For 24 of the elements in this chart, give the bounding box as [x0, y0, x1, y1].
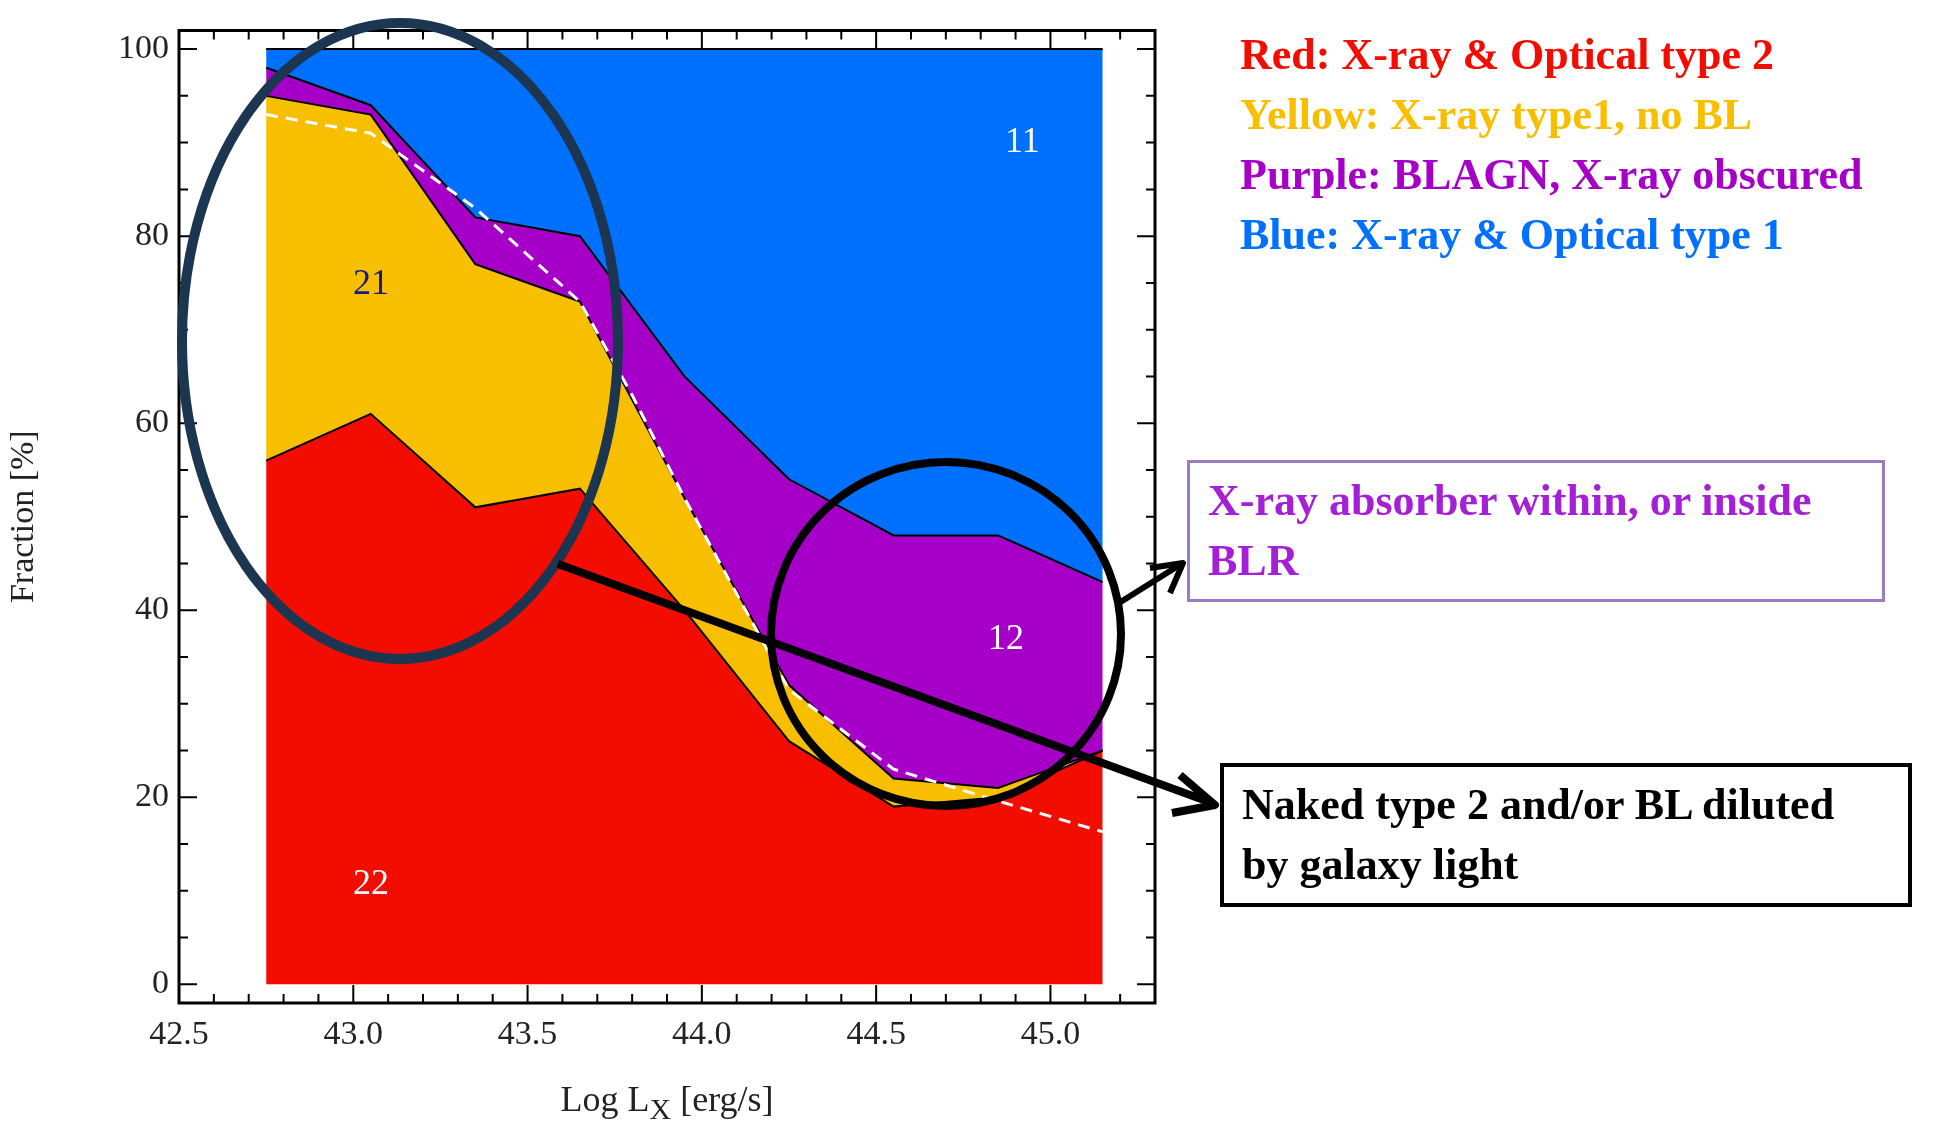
y-tick-label: 0: [152, 963, 169, 1001]
x-tick-label: 43.5: [497, 1014, 558, 1052]
x-tick-label: 42.5: [149, 1014, 209, 1052]
legend-label: Red: X-ray & Optical type 2: [1240, 29, 1775, 81]
y-axis-title: Fraction [%]: [3, 430, 41, 604]
legend-label: Blue: X-ray & Optical type 1: [1240, 209, 1785, 261]
y-tick-label: 100: [118, 28, 169, 66]
x-axis-title: Log L$_{X}$ [erg/s]: [559, 1078, 775, 1127]
annotation: 22: [353, 862, 389, 902]
x-tick-label: 44.0: [672, 1014, 732, 1052]
annotation: 11: [1005, 120, 1040, 160]
x-tick-label: 43.0: [323, 1014, 384, 1052]
y-tick-label: 80: [135, 215, 169, 253]
y-tick-label: 20: [135, 776, 169, 814]
text: X-ray absorber within, or inside BLR: [1187, 460, 1885, 602]
y-tick-label: 40: [135, 589, 169, 627]
annotation: 21: [353, 262, 389, 302]
legend-label: Purple: BLAGN, X-ray obscured: [1240, 149, 1864, 201]
text: Naked type 2 and/or BL diluted by galaxy light: [1220, 763, 1912, 907]
legend-label: Yellow: X-ray type1, no BL: [1240, 89, 1754, 141]
x-tick-label: 45.0: [1020, 1014, 1081, 1052]
annotation: 12: [988, 617, 1024, 657]
y-tick-label: 60: [135, 402, 169, 440]
x-tick-label: 44.5: [846, 1014, 906, 1052]
